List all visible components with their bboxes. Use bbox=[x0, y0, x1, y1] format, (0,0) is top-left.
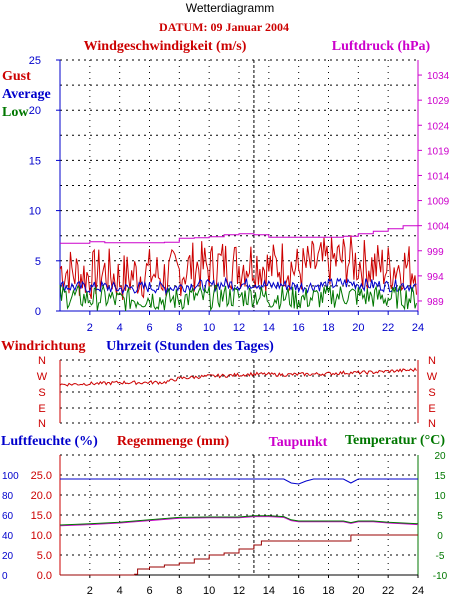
direction-right-tick-label: S bbox=[428, 387, 435, 399]
pressure-y-tick-label: 1014 bbox=[427, 171, 450, 182]
rain-title: Regenmenge (mm) bbox=[117, 434, 230, 449]
humidity-tick-label: 20 bbox=[2, 551, 14, 562]
climate-hour-tick-label: 24 bbox=[412, 585, 424, 597]
humidity-tick-label: 100 bbox=[2, 471, 19, 482]
humidity-tick-label: 40 bbox=[2, 531, 14, 542]
climate-hour-tick-label: 14 bbox=[263, 585, 275, 597]
temperature-tick-label: 15 bbox=[434, 471, 446, 482]
hour-tick-label: 24 bbox=[412, 322, 424, 334]
direction-right-tick-label: N bbox=[428, 418, 436, 430]
hour-tick-label: 18 bbox=[322, 322, 334, 334]
pressure-y-tick-label: 994 bbox=[427, 272, 444, 283]
pressure-y-tick-label: 989 bbox=[427, 297, 444, 308]
wind-direction-title: Windrichtung bbox=[1, 339, 86, 354]
hour-tick-label: 12 bbox=[233, 322, 245, 334]
temperature-tick-label: -10 bbox=[433, 571, 448, 582]
rain-tick-label: 20.0 bbox=[31, 490, 52, 502]
series-temperatur bbox=[59, 515, 419, 526]
humidity-title: Luftfeuchte (%) bbox=[1, 434, 98, 449]
pressure-y-tick-label: 999 bbox=[427, 247, 444, 258]
direction-left-tick-label: S bbox=[38, 387, 45, 399]
direction-left-tick-label: W bbox=[37, 371, 48, 383]
climate-hour-tick-label: 18 bbox=[322, 585, 334, 597]
pressure-y-tick-label: 1024 bbox=[427, 121, 450, 132]
legend-gust: Gust bbox=[2, 69, 31, 84]
series-taupunkt bbox=[59, 516, 419, 527]
legend-low: Low bbox=[2, 105, 29, 120]
humidity-tick-label: 80 bbox=[2, 491, 14, 502]
x-axis-title: Uhrzeit (Stunden des Tages) bbox=[106, 339, 274, 354]
diagram-title: Wetterdiagramm bbox=[186, 1, 274, 15]
temperature-tick-label: 20 bbox=[434, 451, 446, 462]
hour-tick-label: 20 bbox=[352, 322, 364, 334]
wind-speed-title: Windgeschwindigkeit (m/s) bbox=[84, 39, 247, 54]
temperature-tick-label: 10 bbox=[434, 491, 446, 502]
climate-hour-tick-label: 16 bbox=[293, 585, 305, 597]
wind-y-tick-label: 20 bbox=[29, 105, 41, 117]
hour-tick-label: 10 bbox=[203, 322, 215, 334]
dewpoint-title: Taupunkt bbox=[269, 435, 328, 450]
series-regenmenge bbox=[60, 534, 418, 576]
pressure-y-tick-label: 1034 bbox=[427, 71, 450, 82]
rain-tick-label: 10.0 bbox=[31, 530, 52, 542]
climate-hour-tick-label: 12 bbox=[233, 585, 245, 597]
hour-tick-label: 22 bbox=[382, 322, 394, 334]
climate-hour-tick-label: 6 bbox=[146, 585, 152, 597]
climate-hour-tick-label: 20 bbox=[352, 585, 364, 597]
temperature-tick-label: 0 bbox=[437, 531, 443, 542]
humidity-tick-label: 0 bbox=[2, 571, 8, 582]
wind-y-tick-label: 10 bbox=[29, 206, 41, 218]
diagram-date: DATUM: 09 Januar 2004 bbox=[159, 20, 289, 34]
temperature-tick-label: 5 bbox=[437, 511, 443, 522]
rain-tick-label: 15.0 bbox=[31, 510, 52, 522]
pressure-y-tick-label: 1004 bbox=[427, 222, 450, 233]
pressure-title: Luftdruck (hPa) bbox=[332, 39, 431, 54]
hour-tick-label: 14 bbox=[263, 322, 275, 334]
wind-y-tick-label: 0 bbox=[35, 306, 41, 318]
series-luftdruck bbox=[60, 222, 419, 244]
rain-tick-label: 0.0 bbox=[37, 570, 52, 582]
hour-tick-label: 16 bbox=[293, 322, 305, 334]
climate-hour-tick-label: 10 bbox=[203, 585, 215, 597]
hour-tick-label: 6 bbox=[146, 322, 152, 334]
wind-y-tick-label: 5 bbox=[35, 256, 41, 268]
direction-right-tick-label: E bbox=[428, 403, 435, 415]
rain-tick-label: 5.0 bbox=[37, 550, 52, 562]
climate-hour-tick-label: 8 bbox=[176, 585, 182, 597]
climate-hour-tick-label: 4 bbox=[117, 585, 123, 597]
pressure-y-tick-label: 1009 bbox=[427, 197, 450, 208]
wind-y-tick-label: 15 bbox=[29, 155, 41, 167]
humidity-tick-label: 60 bbox=[2, 511, 14, 522]
pressure-y-tick-label: 1019 bbox=[427, 146, 450, 157]
hour-tick-label: 2 bbox=[87, 322, 93, 334]
wind-y-tick-label: 25 bbox=[29, 55, 41, 67]
series-windrichtung bbox=[59, 367, 417, 387]
series-gust bbox=[59, 235, 417, 301]
direction-left-tick-label: E bbox=[38, 403, 45, 415]
climate-hour-tick-label: 22 bbox=[382, 585, 394, 597]
temperature-tick-label: -5 bbox=[436, 551, 445, 562]
rain-tick-label: 25.0 bbox=[31, 470, 52, 482]
series-low bbox=[59, 284, 417, 312]
series-luftfeuchte bbox=[60, 478, 418, 485]
climate-hour-tick-label: 2 bbox=[87, 585, 93, 597]
direction-right-tick-label: W bbox=[427, 371, 438, 383]
temperature-title: Temperatur (°C) bbox=[345, 433, 445, 448]
direction-left-tick-label: N bbox=[38, 355, 46, 367]
direction-left-tick-label: N bbox=[38, 418, 46, 430]
legend-average: Average bbox=[2, 87, 51, 102]
pressure-y-tick-label: 1029 bbox=[427, 96, 450, 107]
hour-tick-label: 8 bbox=[176, 322, 182, 334]
hour-tick-label: 4 bbox=[117, 322, 123, 334]
direction-right-tick-label: N bbox=[428, 355, 436, 367]
series-average bbox=[59, 276, 417, 296]
